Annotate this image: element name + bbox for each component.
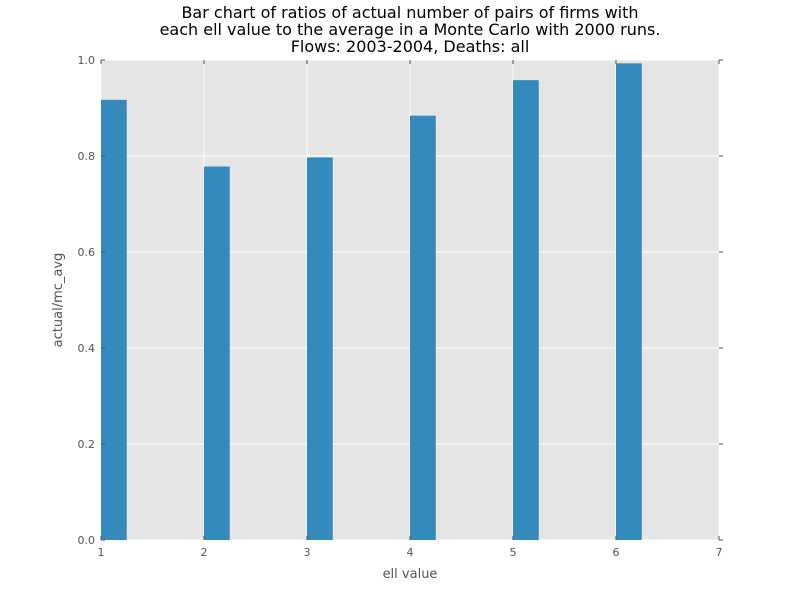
y-tick-label: 1.0 [78, 54, 96, 67]
y-tick-labels: 0.0 0.2 0.4 0.6 0.8 1.0 [78, 54, 96, 547]
chart-title-line: Flows: 2003-2004, Deaths: all [291, 37, 530, 56]
x-tick-label: 7 [716, 546, 723, 559]
bar [204, 166, 230, 540]
chart-title-line: Bar chart of ratios of actual number of … [181, 3, 638, 22]
x-tick-label: 1 [98, 546, 105, 559]
axis-ticks [100, 59, 723, 541]
bar [410, 115, 436, 541]
y-tick-label: 0.2 [78, 438, 96, 451]
x-tick-label: 6 [613, 546, 620, 559]
y-tick-label: 0.8 [78, 150, 96, 163]
x-tick-label: 5 [510, 546, 517, 559]
x-tick-label: 2 [201, 546, 208, 559]
bar [101, 99, 127, 540]
bar [513, 80, 539, 540]
x-axis-label: ell value [383, 567, 438, 582]
x-tick-label: 4 [407, 546, 414, 559]
y-tick-label: 0.0 [78, 534, 96, 547]
chart-title-line: each ell value to the average in a Monte… [160, 20, 661, 39]
x-tick-labels: 1 2 3 4 5 6 7 [98, 546, 723, 559]
bar [616, 63, 642, 541]
chart-title: Bar chart of ratios of actual number of … [160, 3, 661, 56]
bar [307, 157, 333, 540]
y-axis-label: actual/mc_avg [51, 253, 66, 348]
y-tick-label: 0.6 [78, 246, 96, 259]
x-tick-label: 3 [304, 546, 311, 559]
bars [101, 63, 642, 541]
y-tick-label: 0.4 [78, 342, 96, 355]
